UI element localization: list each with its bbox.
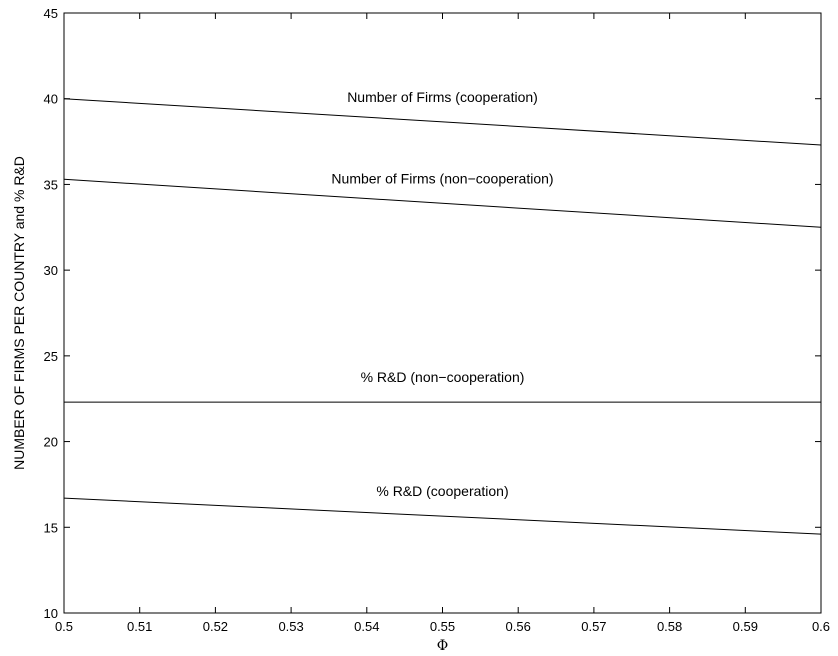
x-tick-label: 0.56 <box>506 619 531 634</box>
series-label: Number of Firms (cooperation) <box>347 89 538 105</box>
plot-frame <box>63 12 822 614</box>
y-tick-label: 10 <box>44 606 58 621</box>
x-axis-ticks: 0.5 0.51 0.52 0.53 0.54 0.55 0.56 0.57 0.58 0.59 0… <box>55 13 830 634</box>
x-tick-label: 0.58 <box>657 619 682 634</box>
y-tick-label: 40 <box>44 92 58 107</box>
y-tick-label: 35 <box>44 177 58 192</box>
series-label: % R&D (non−cooperation) <box>361 369 525 385</box>
x-tick-label: 0.55 <box>430 619 455 634</box>
y-tick-label: 20 <box>44 435 58 450</box>
y-tick-label: 25 <box>44 349 58 364</box>
x-tick-label: 0.5 <box>55 619 73 634</box>
plot-area <box>64 13 821 613</box>
x-tick-label: 0.57 <box>581 619 606 634</box>
x-tick-label: 0.6 <box>812 619 830 634</box>
series-line <box>63 178 822 228</box>
x-tick-label: 0.51 <box>127 619 152 634</box>
series-label: Number of Firms (non−cooperation) <box>331 170 553 186</box>
series-lines <box>63 98 822 535</box>
series-label: % R&D (cooperation) <box>376 483 508 499</box>
y-axis-label: NUMBER OF FIRMS PER COUNTRY and % R&D <box>11 156 27 470</box>
x-tick-label: 0.53 <box>278 619 303 634</box>
y-tick-label: 45 <box>44 6 58 21</box>
x-axis-label: Φ <box>437 638 448 654</box>
series-line <box>63 98 822 146</box>
y-tick-label: 15 <box>44 520 58 535</box>
x-tick-label: 0.52 <box>203 619 228 634</box>
y-tick-label: 30 <box>44 263 58 278</box>
x-tick-label: 0.59 <box>733 619 758 634</box>
series-line <box>63 497 822 535</box>
y-axis-ticks: 10 15 20 25 30 35 40 45 <box>44 6 821 621</box>
series-annotations: Number of Firms (cooperation) Number of F… <box>331 89 553 499</box>
x-tick-label: 0.54 <box>354 619 379 634</box>
